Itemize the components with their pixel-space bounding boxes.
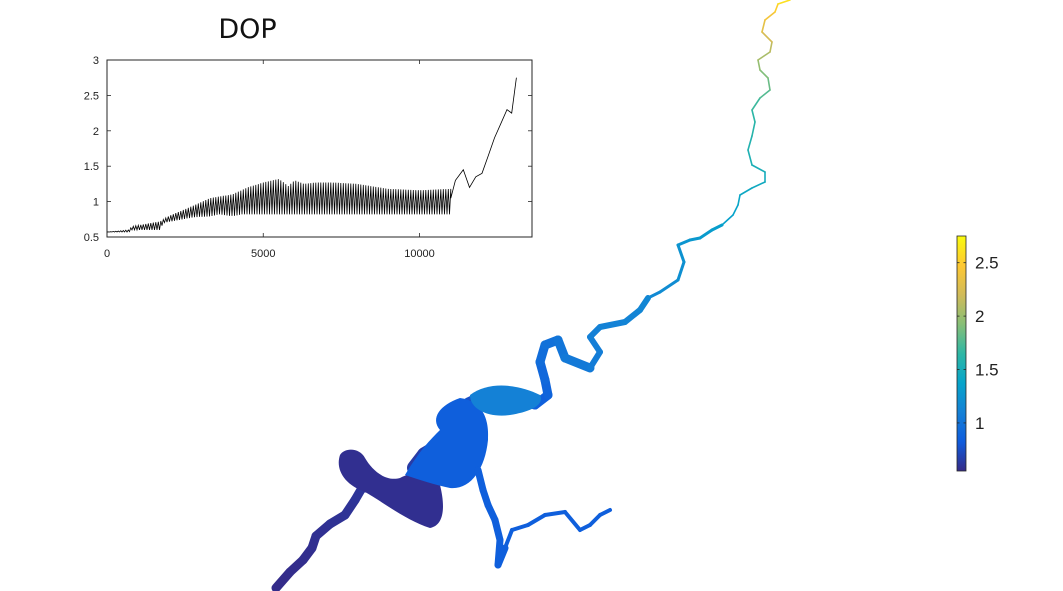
river-segment <box>721 214 734 226</box>
y-tick-label: 2.5 <box>84 90 99 102</box>
river-segment <box>769 41 773 53</box>
river-segment <box>764 11 776 21</box>
river-segment <box>732 204 739 216</box>
river-segment <box>777 0 791 5</box>
river-segment <box>710 223 724 232</box>
estuary-area <box>470 385 541 416</box>
river-segment <box>597 319 628 330</box>
estuary-area <box>405 398 489 489</box>
river-segment <box>774 3 779 13</box>
y-tick-label: 1 <box>93 197 99 209</box>
river-branch-segment <box>598 508 612 517</box>
river-segment <box>622 307 643 325</box>
river-segment <box>587 334 603 355</box>
river-segment <box>676 238 692 247</box>
colorbar-tick-label: 1 <box>975 414 984 433</box>
river-segment <box>757 59 761 71</box>
river-segment <box>759 89 771 99</box>
river-segment <box>757 51 771 61</box>
river-segment <box>747 149 753 166</box>
x-tick-label: 10000 <box>404 248 435 260</box>
river-segment <box>767 77 771 91</box>
river-segment <box>587 349 603 371</box>
y-tick-label: 3 <box>93 55 99 67</box>
river-segment <box>676 243 686 264</box>
river-segment <box>637 295 651 313</box>
river-segment <box>751 109 756 123</box>
river-segment <box>676 260 686 282</box>
colorbar-tick-label: 2.5 <box>975 254 999 273</box>
river-branch-segment <box>526 513 547 527</box>
x-tick-label: 0 <box>104 248 110 260</box>
y-tick-label: 2 <box>93 126 99 138</box>
river-network <box>271 0 791 591</box>
river-segment <box>739 187 753 196</box>
river-branch-segment <box>588 513 602 527</box>
dop-series-line <box>106 77 517 233</box>
axes: 0 5000 10000 0.5 1 1.5 2 2.5 3 <box>84 55 532 260</box>
river-branch-segment <box>510 523 530 532</box>
colorbar-ticks: 1 1.5 2 2.5 <box>957 254 999 433</box>
y-tick-label: 0.5 <box>84 232 99 244</box>
river-segment <box>658 278 680 294</box>
river-branch-segment <box>503 528 514 550</box>
river-segment <box>761 31 773 43</box>
colorbar-tick-label: 2 <box>975 307 984 326</box>
river-branch-segment <box>494 544 509 569</box>
river-segment <box>646 290 662 300</box>
river-segment <box>560 353 595 373</box>
river-segment <box>747 135 753 151</box>
x-tick-label: 5000 <box>251 248 275 260</box>
line-series <box>106 77 517 233</box>
river-segment <box>759 69 769 79</box>
river-segment <box>751 97 761 111</box>
river-segment <box>698 228 714 240</box>
chart-title: DOP <box>218 14 277 45</box>
colorbar-tick-label: 1.5 <box>975 361 999 380</box>
estuary-area <box>338 449 443 528</box>
river-branch-segment <box>563 510 582 532</box>
colorbar <box>956 235 967 472</box>
river-segment <box>751 121 756 137</box>
river-segment <box>751 181 766 189</box>
river-segment <box>751 164 766 173</box>
river-segment <box>737 194 741 206</box>
river-segment <box>761 19 766 33</box>
river-segment <box>688 236 702 242</box>
river-branch-segment <box>543 510 567 517</box>
y-tick-label: 1.5 <box>84 161 99 173</box>
